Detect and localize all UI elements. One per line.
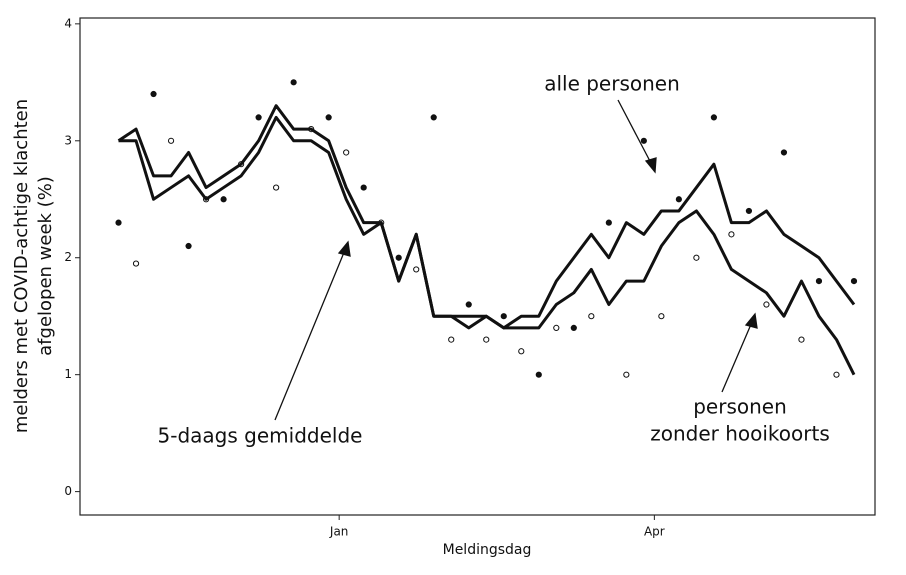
daily-point <box>448 336 455 343</box>
daily-point <box>343 149 350 156</box>
y-tick-label: 3 <box>64 133 72 147</box>
daily-point <box>745 207 753 215</box>
daily-point <box>728 231 735 238</box>
daily-point <box>483 336 490 343</box>
daily-point <box>132 260 140 267</box>
daily-point <box>465 301 472 308</box>
daily-point <box>850 278 858 285</box>
daily-point <box>623 371 630 378</box>
x-axis-label: Meldingsdag <box>443 542 532 558</box>
average-line <box>118 115 856 376</box>
y-tick-label: 2 <box>64 250 72 264</box>
daily-point <box>150 90 157 98</box>
daily-point <box>605 219 612 226</box>
arrow <box>721 321 753 393</box>
arrowhead <box>744 312 758 329</box>
daily-point <box>815 278 823 285</box>
y-tick-label: 4 <box>64 16 72 30</box>
daily-point <box>833 371 840 378</box>
average-line <box>117 104 856 330</box>
daily-point <box>500 313 507 320</box>
x-tick-label: Jan <box>329 525 349 539</box>
daily-point <box>430 114 437 121</box>
daily-point <box>693 254 700 261</box>
arrow <box>274 249 346 421</box>
daily-point <box>360 184 367 191</box>
annotation: personen <box>693 395 787 419</box>
plot-frame <box>79 17 876 516</box>
daily-point <box>658 313 665 320</box>
daily-point <box>588 313 595 320</box>
daily-point <box>535 371 542 378</box>
x-tick-label: Apr <box>644 525 665 539</box>
daily-point <box>518 348 525 355</box>
daily-point <box>220 196 227 203</box>
daily-point <box>185 242 192 250</box>
daily-point <box>395 254 402 261</box>
daily-point <box>710 114 717 121</box>
arrowhead <box>644 157 657 174</box>
daily-point <box>413 266 420 273</box>
daily-point <box>780 149 788 156</box>
daily-point <box>167 137 175 144</box>
annotation: zonder hooikoorts <box>650 422 830 446</box>
daily-point <box>675 196 682 203</box>
arrow <box>617 99 653 166</box>
y-tick-label: 1 <box>64 367 72 381</box>
daily-point <box>255 114 262 121</box>
daily-point <box>273 184 280 191</box>
daily-point <box>570 324 577 331</box>
annotation: alle personen <box>544 72 680 96</box>
y-axis-label: melders met COVID-achtige klachten <box>11 99 32 433</box>
arrowhead <box>337 240 351 257</box>
arrows <box>274 99 758 421</box>
y-tick-label: 0 <box>64 484 72 498</box>
daily-point <box>553 324 560 331</box>
annotation: 5-daags gemiddelde <box>158 424 363 448</box>
y-axis-label: afgelopen week (%) <box>35 176 56 356</box>
daily-point <box>763 301 770 308</box>
daily-point <box>640 137 647 144</box>
daily-point <box>798 336 805 343</box>
daily-point <box>115 219 122 226</box>
daily-point <box>325 114 332 121</box>
daily-point <box>290 79 297 86</box>
